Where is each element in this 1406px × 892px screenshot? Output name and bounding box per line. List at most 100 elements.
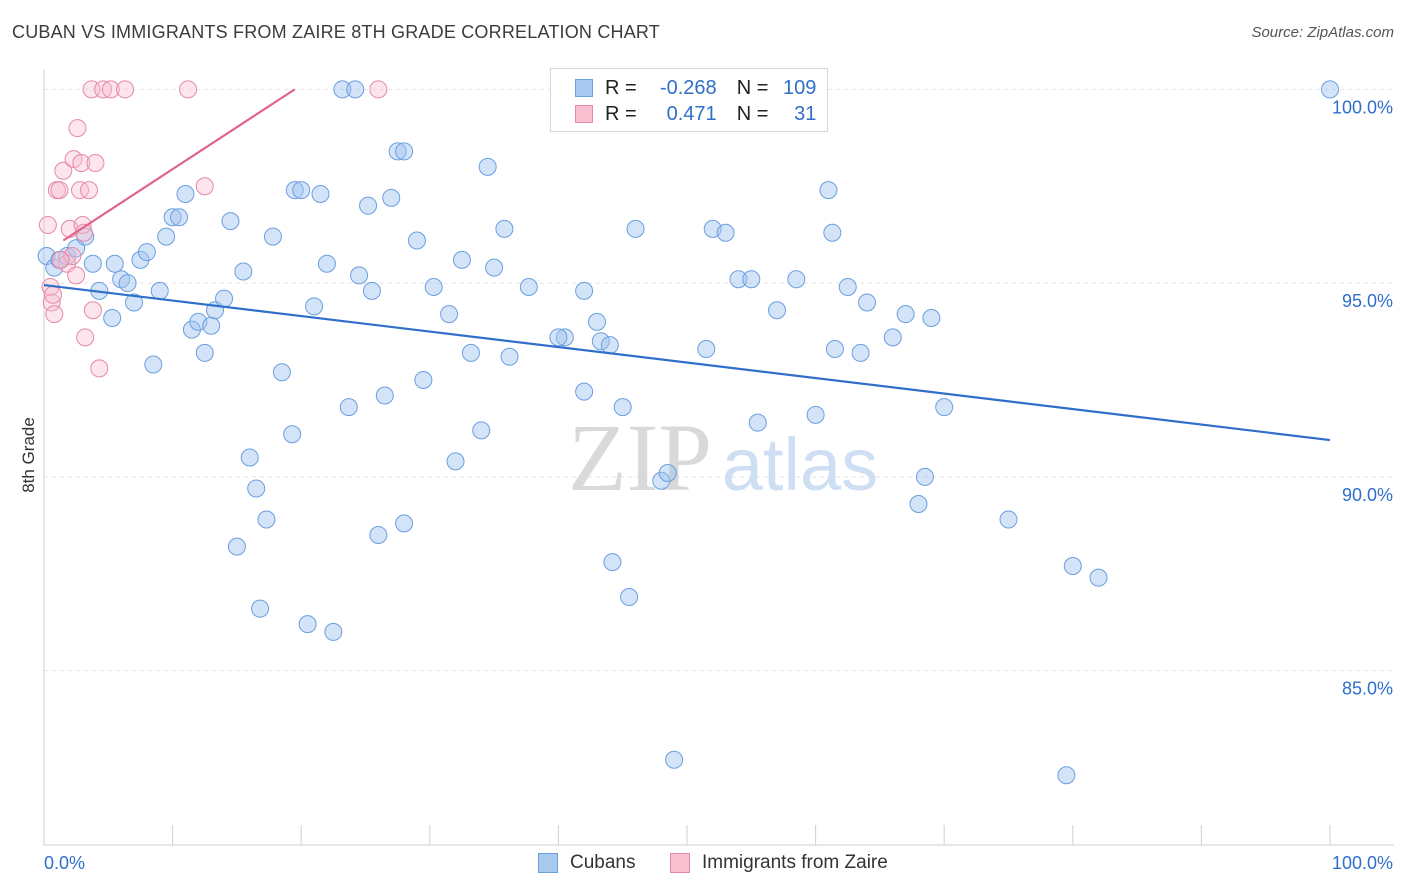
point-zaire: [73, 216, 92, 234]
point-cubans: [716, 223, 735, 242]
point-cubans: [257, 510, 276, 529]
point-cubans: [858, 293, 877, 312]
legend-swatch-zaire: [575, 105, 593, 123]
point-cubans: [202, 316, 221, 335]
point-cubans: [1057, 766, 1076, 785]
point-zaire: [68, 119, 87, 138]
point-cubans: [311, 185, 330, 203]
point-cubans: [626, 219, 645, 238]
point-cubans: [600, 336, 619, 355]
points: [37, 80, 1339, 785]
point-cubans: [283, 425, 302, 444]
legend-label-cubans: Cubans: [570, 852, 636, 873]
point-cubans: [103, 309, 122, 327]
point-cubans: [251, 599, 270, 618]
point-cubans: [819, 181, 838, 200]
point-cubans: [665, 750, 684, 769]
point-cubans: [1321, 80, 1339, 99]
point-zaire: [179, 80, 198, 99]
point-zaire: [44, 285, 63, 304]
point-cubans: [298, 615, 317, 634]
point-cubans: [285, 181, 304, 200]
point-cubans: [440, 305, 459, 324]
x-tick-label: 0.0%: [44, 853, 85, 873]
trend-lines: [43, 88, 1331, 442]
point-cubans: [446, 452, 465, 471]
point-cubans: [495, 219, 514, 238]
point-cubans: [658, 464, 677, 482]
point-cubans: [697, 340, 716, 358]
point-cubans: [221, 212, 240, 231]
point-zaire: [71, 181, 90, 200]
point-cubans: [1063, 557, 1082, 575]
point-cubans: [787, 270, 806, 289]
point-cubans: [825, 340, 844, 358]
point-cubans: [170, 208, 189, 227]
point-cubans: [150, 281, 169, 300]
point-zaire: [72, 154, 91, 172]
legend-label-zaire: Immigrants from Zaire: [702, 852, 888, 873]
point-cubans: [305, 297, 324, 316]
point-zaire: [101, 80, 120, 99]
point-cubans: [333, 80, 352, 99]
point-cubans: [555, 328, 574, 347]
point-cubans: [896, 305, 915, 324]
point-cubans: [215, 289, 234, 308]
point-cubans: [883, 328, 902, 347]
point-cubans: [105, 254, 124, 273]
point-zaire: [76, 328, 95, 347]
y-tick-label: 95.0%: [1342, 291, 1393, 311]
point-cubans: [729, 270, 748, 289]
point-cubans: [1089, 568, 1108, 587]
point-cubans: [407, 231, 426, 250]
point-cubans: [851, 343, 870, 362]
point-cubans: [163, 208, 182, 227]
point-cubans: [339, 398, 358, 417]
watermark-atlas: atlas: [722, 423, 878, 506]
legend-item-cubans: Cubans: [538, 852, 636, 874]
point-cubans: [118, 274, 137, 293]
legend-r-value: -0.268: [659, 76, 717, 99]
point-cubans: [742, 270, 761, 289]
point-cubans: [144, 355, 163, 374]
point-cubans: [519, 278, 538, 296]
point-zaire: [50, 181, 69, 200]
point-zaire: [63, 247, 82, 265]
point-cubans: [748, 413, 767, 432]
point-cubans: [176, 185, 195, 203]
legend-n-label: N =: [736, 102, 769, 125]
point-zaire: [83, 301, 102, 320]
point-cubans: [922, 309, 941, 327]
point-cubans: [395, 514, 414, 533]
point-cubans: [369, 526, 388, 544]
point-cubans: [195, 343, 214, 362]
grid: [44, 88, 1394, 672]
point-cubans: [909, 495, 928, 513]
legend-n-value: 109: [783, 76, 817, 99]
source-label: Source: ZipAtlas.com: [1251, 24, 1394, 41]
point-cubans: [240, 448, 259, 467]
point-cubans: [591, 332, 610, 351]
point-cubans: [83, 254, 102, 273]
point-zaire: [45, 305, 64, 324]
point-cubans: [350, 266, 369, 285]
point-zaire: [51, 250, 70, 269]
y-tick-label: 85.0%: [1342, 679, 1393, 699]
legend-swatch-zaire: [670, 853, 690, 873]
point-cubans: [292, 181, 311, 200]
y-tick-label: 100.0%: [1332, 97, 1393, 117]
watermark: ZIP atlas: [568, 404, 878, 511]
legend-r-label: R =: [605, 102, 637, 125]
point-cubans: [915, 467, 934, 486]
point-cubans: [472, 421, 491, 440]
trend-line-zaire: [62, 88, 296, 242]
stats-legend: R = -0.268 N = 109 R = 0.471 N = 31: [550, 68, 828, 132]
y-tick-label: 90.0%: [1342, 485, 1393, 505]
point-zaire: [67, 266, 86, 285]
point-cubans: [999, 510, 1018, 529]
trend-line-cubans: [43, 283, 1331, 442]
point-cubans: [935, 398, 954, 417]
legend-swatch-cubans: [575, 79, 593, 97]
point-cubans: [452, 250, 471, 269]
